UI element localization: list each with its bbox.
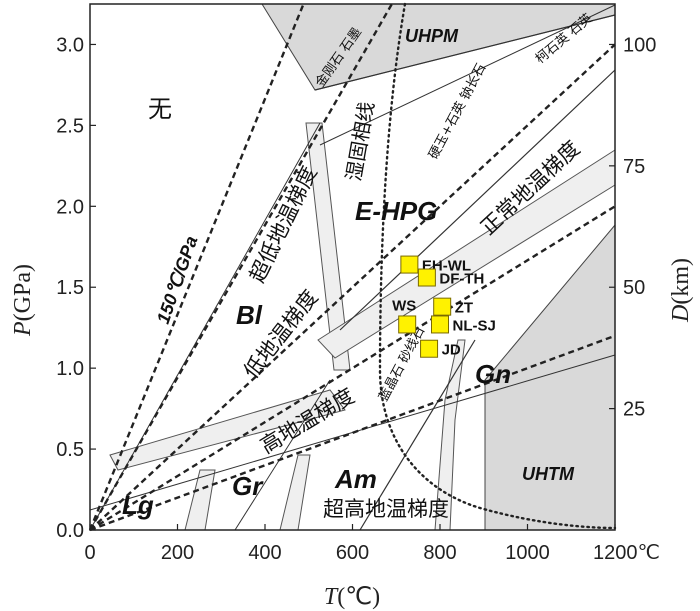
- gradient-label-ultrahigh: 超高地温梯度: [323, 497, 449, 521]
- point-label-nl-sj: NL-SJ: [453, 317, 496, 334]
- point-marker-zt: [433, 297, 452, 316]
- point-label-ws: WS: [392, 297, 416, 314]
- x-axis-ticks: 0 200 400 600 800 1000 1200℃: [84, 524, 660, 564]
- kyanite-sillimanite-label: 蓝晶石 砂线石: [376, 324, 428, 404]
- region-label-gr: Gr: [232, 471, 264, 501]
- region-label-gn: Gn: [475, 359, 511, 389]
- point-label-df-th: DF-TH: [439, 271, 484, 288]
- y2-tick-label: 75: [623, 156, 645, 178]
- jadeite-albite-line: [339, 69, 616, 331]
- y-tick-label: 0.5: [56, 439, 84, 461]
- wet-solidus-label: 湿固相线: [341, 100, 379, 183]
- y-axis-ticks: 0.0 0.5 1.0 1.5 2.0 2.5 3.0: [56, 34, 96, 542]
- x-axis-title: T(℃): [324, 584, 380, 610]
- region-label-uhpm: UHPM: [405, 26, 459, 46]
- coesite-quartz-line: [319, 4, 616, 146]
- point-marker-jd: [420, 339, 439, 358]
- y2-tick-label: 25: [623, 399, 645, 421]
- point-marker-df-th: [417, 268, 436, 287]
- point-marker-nl-sj: [431, 315, 449, 334]
- gradient-label-ultralow: 超低地温梯度: [245, 162, 322, 286]
- facies-line-a: [89, 122, 321, 531]
- y-tick-label: 3.0: [56, 34, 84, 56]
- upper-left-region: [90, 4, 262, 530]
- y2-tick-label: 50: [623, 277, 645, 299]
- region-label-bl: Bl: [236, 300, 263, 330]
- point-label-zt: ZT: [455, 300, 473, 317]
- y-tick-label: 1.5: [56, 277, 84, 299]
- gradient-line-1: [88, 3, 393, 531]
- y-axis-title: P(GPa): [10, 264, 36, 337]
- wet-solidus-line: [378, 2, 617, 530]
- x-tick-label: 800: [423, 542, 456, 564]
- x-tick-label: 1000: [505, 542, 550, 564]
- jadeite-albite-label: 硬玉+石英 钠长石: [426, 61, 489, 162]
- region-label-am: Am: [334, 464, 377, 494]
- facies-line-b: [234, 379, 331, 531]
- y-tick-label: 2.0: [56, 196, 84, 218]
- x-tick-label: 600: [336, 542, 369, 564]
- gradient-line-3: [89, 205, 616, 532]
- x-tick-label: 400: [248, 542, 281, 564]
- x-tick-label: 1200℃: [593, 542, 660, 564]
- point-marker-eh-wl: [400, 255, 419, 274]
- y2-axis-title: D(km): [668, 258, 694, 323]
- gradient-line-0: [88, 3, 305, 531]
- region-label-lg: Lg: [122, 490, 154, 520]
- y2-tick-label: 100: [623, 34, 656, 56]
- y-tick-label: 1.0: [56, 358, 84, 380]
- band-gr-am: [184, 469, 216, 531]
- y-tick-label: 2.5: [56, 115, 84, 137]
- region-label-none: 无: [148, 95, 172, 123]
- x-tick-label: 0: [84, 542, 95, 564]
- region-label-uhtm: UHTM: [522, 464, 575, 484]
- region-label-ehpg: E-HPG: [355, 196, 437, 226]
- band-am-vertical: [279, 454, 311, 531]
- gradient-line-4: [89, 334, 616, 532]
- x-tick-label: 200: [161, 542, 194, 564]
- gradient-lines: [88, 3, 616, 532]
- y2-axis-ticks: 25 50 75 100: [609, 34, 656, 421]
- point-label-jd: JD: [442, 342, 461, 359]
- y-tick-label: 0.0: [56, 520, 84, 542]
- gradient-line-2: [89, 43, 616, 531]
- kyanite-sillimanite-line: [359, 339, 476, 531]
- point-marker-ws: [398, 315, 417, 334]
- diamond-graphite-line: [314, 14, 616, 91]
